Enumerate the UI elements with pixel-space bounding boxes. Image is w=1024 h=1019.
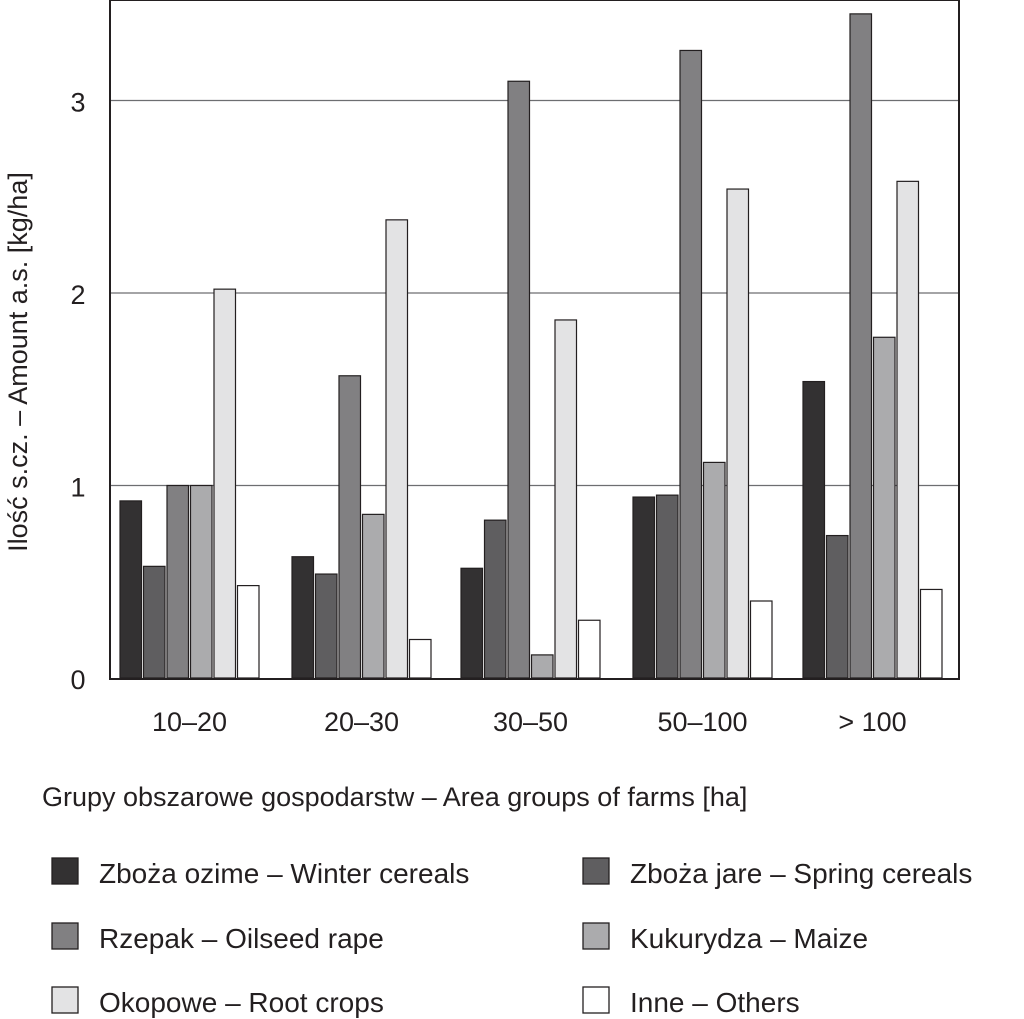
legend-swatch xyxy=(582,857,610,885)
bar xyxy=(507,80,531,679)
legend-label: Zboża ozime – Winter cereals xyxy=(99,858,469,889)
bar xyxy=(338,375,362,679)
bar xyxy=(679,49,703,679)
bar xyxy=(189,484,213,679)
legend-swatch xyxy=(51,922,79,950)
legend-label: Inne – Others xyxy=(630,987,800,1018)
legend-swatch xyxy=(51,857,79,885)
plot-frame xyxy=(109,0,960,680)
bar xyxy=(460,567,484,679)
y-tick-label: 3 xyxy=(70,88,85,118)
legend-swatch xyxy=(582,922,610,950)
bar xyxy=(314,573,338,679)
x-tick-label: 10–20 xyxy=(152,707,227,737)
bar xyxy=(749,600,773,679)
bar xyxy=(361,513,385,679)
bar xyxy=(385,219,409,679)
legend-swatch xyxy=(582,986,610,1014)
bar xyxy=(577,619,601,679)
legend-label: Rzepak – Oilseed rape xyxy=(99,923,384,954)
y-tick-label: 0 xyxy=(70,665,85,695)
bar xyxy=(166,484,190,679)
x-tick-label: 50–100 xyxy=(657,707,747,737)
bar xyxy=(291,556,315,679)
bar xyxy=(213,288,237,679)
bar xyxy=(483,519,507,679)
bar xyxy=(702,461,726,679)
legend-label: Okopowe – Root crops xyxy=(99,987,384,1018)
x-tick-label: 20–30 xyxy=(324,707,399,737)
bar xyxy=(655,494,679,679)
bar xyxy=(825,534,849,679)
y-tick-label: 2 xyxy=(70,280,85,310)
legend-label: Kukurydza – Maize xyxy=(630,923,868,954)
x-axis-title: Grupy obszarowe gospodarstw – Area group… xyxy=(42,782,747,812)
bar xyxy=(896,180,920,679)
bar xyxy=(119,500,143,679)
bar xyxy=(236,584,260,679)
bars xyxy=(119,13,943,679)
legend-swatch xyxy=(51,986,79,1014)
legend: Zboża ozime – Winter cereals Zboża jare –… xyxy=(51,857,972,1018)
bar xyxy=(142,565,166,679)
bar xyxy=(554,319,578,679)
bar xyxy=(919,588,943,679)
x-tick-labels: 10–20 20–30 30–50 50–100 > 100 xyxy=(152,707,907,737)
bar xyxy=(849,13,873,679)
y-axis-title: Ilość s.cz. – Amount a.s. [kg/ha] xyxy=(3,172,33,552)
bar xyxy=(530,654,554,679)
bar xyxy=(802,380,826,679)
bar xyxy=(408,638,432,679)
y-tick-label: 1 xyxy=(70,473,85,503)
x-tick-label: > 100 xyxy=(838,707,906,737)
bar xyxy=(726,188,750,679)
bar xyxy=(872,336,896,679)
x-tick-label: 30–50 xyxy=(493,707,568,737)
y-tick-labels: 0 1 2 3 xyxy=(70,88,85,696)
bar xyxy=(632,496,656,679)
legend-label: Zboża jare – Spring cereals xyxy=(630,858,972,889)
